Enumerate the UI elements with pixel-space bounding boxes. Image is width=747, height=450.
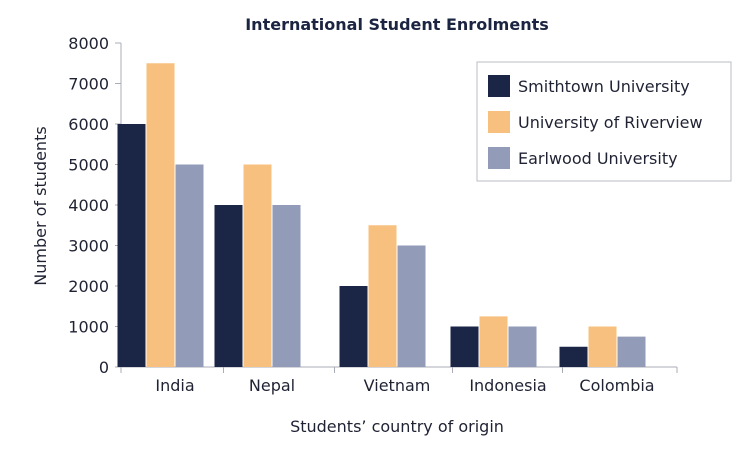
x-tick-label: Colombia: [579, 376, 654, 395]
bar-smithtown-university-indonesia: [450, 326, 479, 367]
y-tick-label: 8000: [68, 34, 109, 53]
x-tick-label: Indonesia: [469, 376, 546, 395]
legend-label: Smithtown University: [518, 77, 690, 96]
bar-smithtown-university-india: [117, 124, 146, 367]
y-tick-label: 6000: [68, 115, 109, 134]
y-tick-label: 2000: [68, 277, 109, 296]
bar-smithtown-university-vietnam: [339, 286, 368, 367]
bar-earlwood-university-colombia: [617, 336, 646, 367]
legend-swatch: [488, 75, 510, 97]
y-tick-label: 0: [99, 358, 109, 377]
x-axis-title: Students’ country of origin: [290, 417, 504, 436]
legend: Smithtown University University of Riverv…: [476, 61, 732, 182]
bar-earlwood-university-india: [175, 164, 204, 367]
bars: [117, 63, 646, 367]
bar-earlwood-university-indonesia: [508, 326, 537, 367]
x-tick-label: Nepal: [249, 376, 295, 395]
bar-university-of-riverview-vietnam: [368, 225, 397, 367]
legend-box: [476, 61, 732, 182]
bar-university-of-riverview-indonesia: [479, 316, 508, 367]
y-tick-label: 7000: [68, 75, 109, 94]
legend-swatch: [488, 147, 510, 169]
y-tick-label: 3000: [68, 237, 109, 256]
bar-smithtown-university-colombia: [559, 346, 588, 367]
bar-earlwood-university-vietnam: [397, 245, 426, 367]
y-tick-label: 4000: [68, 196, 109, 215]
legend-swatch: [488, 111, 510, 133]
y-axis-title: Number of students: [31, 126, 50, 285]
x-tick-label: Vietnam: [364, 376, 431, 395]
legend-items: Smithtown University University of Riverv…: [488, 75, 703, 169]
legend-label: University of Riverview: [518, 113, 703, 132]
y-axis: 0 1000 2000 3000 4000 5000 6000 7000 8000: [68, 34, 122, 377]
x-axis: India Nepal Vietnam Indonesia Colombia: [120, 366, 678, 395]
bar-smithtown-university-nepal: [214, 205, 243, 367]
bar-earlwood-university-nepal: [272, 205, 301, 367]
chart-title: International Student Enrolments: [245, 15, 549, 34]
bar-university-of-riverview-india: [146, 63, 175, 367]
bar-university-of-riverview-colombia: [588, 326, 617, 367]
y-tick-label: 5000: [68, 156, 109, 175]
x-tick-label: India: [155, 376, 194, 395]
legend-label: Earlwood University: [518, 149, 678, 168]
y-tick-label: 1000: [68, 318, 109, 337]
bar-university-of-riverview-nepal: [243, 164, 272, 367]
